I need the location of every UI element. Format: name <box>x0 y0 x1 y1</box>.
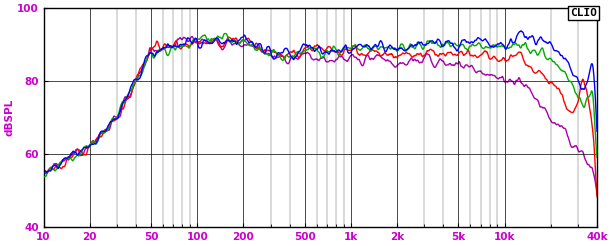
Text: CLIO: CLIO <box>570 8 597 18</box>
Y-axis label: dBSPL: dBSPL <box>4 99 14 136</box>
Text: Hz: Hz <box>0 245 1 246</box>
